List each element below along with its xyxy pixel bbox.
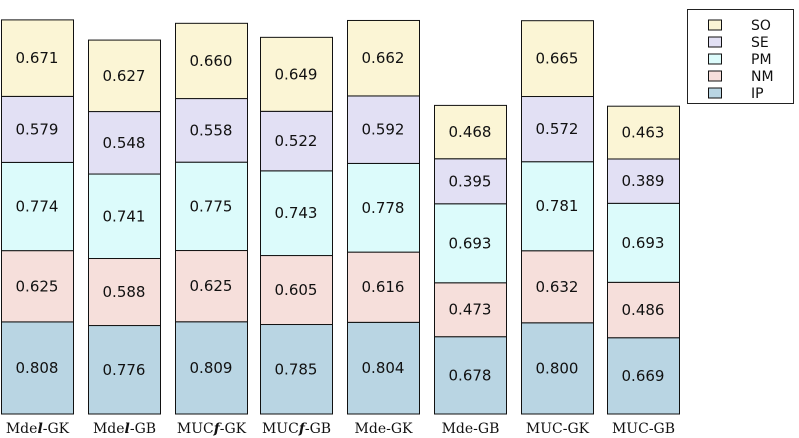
data-label-pm-2: 0.741 — [103, 207, 146, 225]
data-label-se-6: 0.395 — [449, 172, 492, 190]
bar-segment-nm-7 — [521, 250, 594, 324]
legend-label-nm: NM — [751, 69, 774, 85]
bar-segment-pm-4 — [260, 170, 333, 257]
data-label-ip-6: 0.678 — [449, 366, 492, 384]
data-label-pm-5: 0.778 — [362, 199, 405, 217]
legend-label-se: SE — [751, 35, 769, 51]
bar-segment-ip-8 — [607, 337, 680, 415]
data-label-ip-5: 0.804 — [362, 359, 405, 377]
data-label-pm-4: 0.743 — [275, 204, 318, 222]
data-label-nm-5: 0.616 — [362, 278, 405, 296]
legend-swatch-se — [708, 36, 722, 48]
data-label-pm-3: 0.775 — [190, 197, 233, 215]
bar-segment-pm-8 — [607, 202, 680, 283]
category-label-3: MUCf-GK — [177, 421, 247, 437]
data-label-nm-3: 0.625 — [190, 277, 233, 295]
data-label-nm-6: 0.473 — [449, 301, 492, 319]
legend-label-pm: PM — [751, 52, 772, 68]
data-label-so-7: 0.665 — [536, 50, 579, 68]
bar-segment-so-3 — [175, 22, 248, 100]
bar-segment-se-5 — [347, 95, 420, 164]
bar-segment-ip-2 — [88, 325, 161, 415]
data-label-se-7: 0.572 — [536, 120, 579, 138]
bar-segment-nm-2 — [88, 258, 161, 327]
data-label-so-8: 0.463 — [622, 124, 665, 142]
bar-segment-so-2 — [88, 39, 161, 113]
bar-segment-pm-3 — [175, 161, 248, 252]
category-label-1: Mdel-GK — [6, 421, 70, 437]
bar-segment-pm-6 — [434, 203, 507, 284]
data-label-pm-8: 0.693 — [622, 234, 665, 252]
bar-segment-so-4 — [260, 36, 333, 112]
data-label-so-2: 0.627 — [103, 67, 146, 85]
category-label-8: MUC-GB — [612, 421, 675, 437]
legend-swatch-pm — [708, 53, 722, 65]
category-label-6: Mde-GB — [442, 421, 500, 437]
bar-segment-se-7 — [521, 96, 594, 163]
data-label-se-1: 0.579 — [16, 120, 59, 138]
bar-segment-nm-4 — [260, 255, 333, 326]
legend-swatch-ip — [708, 87, 722, 99]
bar-segment-se-1 — [1, 95, 74, 163]
data-label-ip-4: 0.785 — [275, 360, 318, 378]
bar-segment-se-4 — [260, 110, 333, 172]
category-label-4: MUCf-GB — [262, 421, 331, 437]
category-label-7: MUC-GK — [526, 421, 590, 437]
data-label-so-3: 0.660 — [190, 52, 233, 70]
bar-segment-pm-5 — [347, 162, 420, 253]
data-label-nm-2: 0.588 — [103, 283, 146, 301]
bar-segment-so-5 — [347, 19, 420, 97]
bar-segment-se-6 — [434, 158, 507, 205]
bar-segment-nm-1 — [1, 250, 74, 323]
data-label-se-4: 0.522 — [275, 132, 318, 150]
bar-segment-pm-7 — [521, 161, 594, 252]
bar-segment-so-1 — [1, 19, 74, 97]
legend-swatch-so — [708, 19, 722, 31]
bar-segment-ip-6 — [434, 336, 507, 415]
bars-group: 0.808 0.625 0.774 0.579 0.671 0.776 0.588 0.741… — [1, 19, 680, 415]
data-label-pm-6: 0.693 — [449, 234, 492, 252]
bar-segment-so-7 — [521, 20, 594, 98]
data-label-nm-7: 0.632 — [536, 278, 579, 296]
bar-segment-nm-6 — [434, 282, 507, 338]
data-label-nm-1: 0.625 — [16, 277, 59, 295]
data-label-se-3: 0.558 — [190, 121, 233, 139]
data-label-pm-1: 0.774 — [16, 198, 59, 216]
legend-label-so: SO — [751, 18, 771, 34]
bar-segment-ip-3 — [175, 321, 248, 415]
category-label-2: Mdel-GB — [93, 421, 156, 437]
data-label-nm-8: 0.486 — [622, 301, 665, 319]
data-label-so-5: 0.662 — [362, 49, 405, 67]
data-label-pm-7: 0.781 — [536, 197, 579, 215]
category-labels: Mdel-GK Mdel-GB MUCf-GK MUCf-GB Mde-GK Mde-GB… — [6, 421, 675, 437]
data-label-nm-4: 0.605 — [275, 281, 318, 299]
bar-segment-ip-1 — [1, 321, 74, 415]
data-label-ip-8: 0.669 — [622, 367, 665, 385]
bar-segment-pm-2 — [88, 173, 161, 260]
bar-segment-ip-5 — [347, 321, 420, 415]
data-label-so-6: 0.468 — [449, 123, 492, 141]
legend-swatch-nm — [708, 70, 722, 82]
data-label-ip-7: 0.800 — [536, 359, 579, 377]
bar-segment-nm-3 — [175, 250, 248, 323]
data-label-ip-2: 0.776 — [103, 361, 146, 379]
bar-segment-so-6 — [434, 104, 507, 160]
bar-segment-so-8 — [607, 105, 680, 160]
data-label-ip-3: 0.809 — [190, 359, 233, 377]
data-label-so-1: 0.671 — [16, 49, 59, 67]
legend-box — [687, 9, 794, 104]
bar-segment-ip-4 — [260, 324, 333, 415]
bar-segment-se-2 — [88, 111, 161, 175]
legend-label-ip: IP — [751, 86, 764, 102]
data-label-se-5: 0.592 — [362, 121, 405, 139]
data-label-se-2: 0.548 — [103, 134, 146, 152]
data-label-so-4: 0.649 — [275, 65, 318, 83]
data-label-se-8: 0.389 — [622, 172, 665, 190]
data-label-ip-1: 0.808 — [16, 359, 59, 377]
category-label-5: Mde-GK — [355, 421, 413, 437]
